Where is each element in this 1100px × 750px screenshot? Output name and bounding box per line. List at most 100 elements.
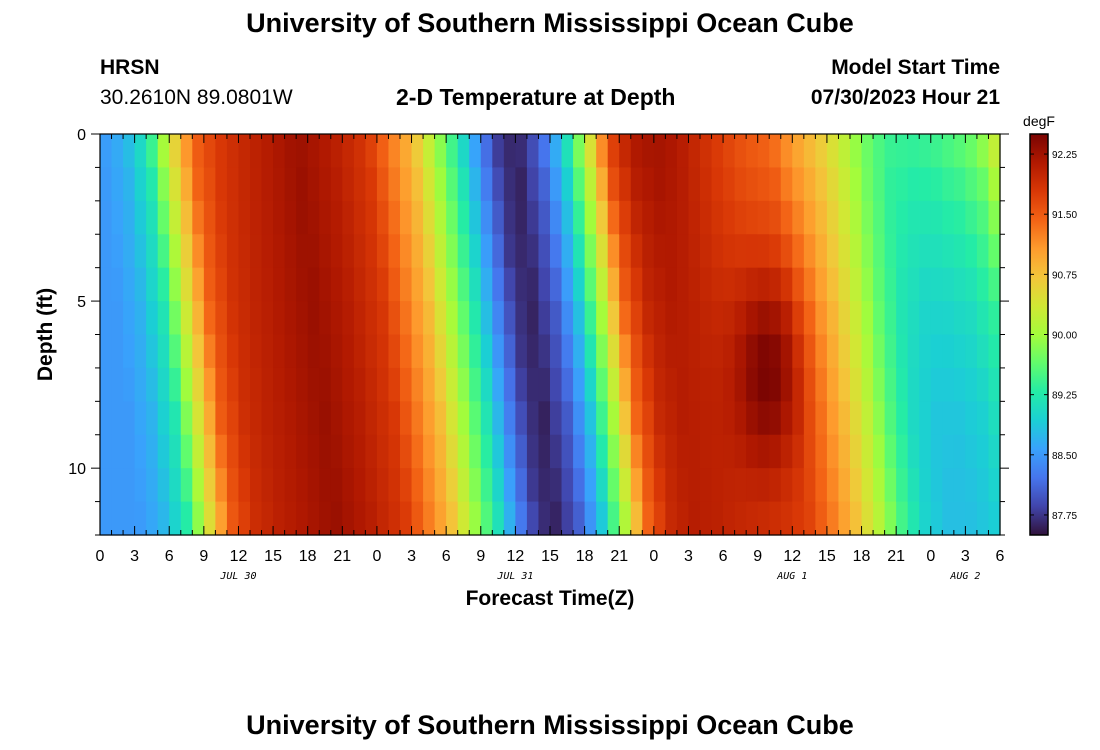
heatmap-cell xyxy=(873,468,886,503)
heatmap-cell xyxy=(330,468,343,503)
heatmap-cell xyxy=(203,301,216,336)
heatmap-cell xyxy=(653,334,666,369)
heatmap-cell xyxy=(907,267,920,302)
heatmap-cell xyxy=(976,434,990,469)
heatmap-cell xyxy=(769,434,782,469)
heatmap-cell xyxy=(226,401,240,436)
heatmap-cell xyxy=(965,200,978,235)
heatmap-cell xyxy=(203,167,216,202)
heatmap-cell xyxy=(815,134,828,169)
heatmap-cell xyxy=(884,367,897,402)
heatmap-cell xyxy=(203,501,216,536)
heatmap-cell xyxy=(273,267,286,302)
heatmap-cell xyxy=(100,167,113,202)
heatmap-cell xyxy=(123,334,136,369)
heatmap-cell xyxy=(815,167,828,202)
heatmap-cell xyxy=(376,434,390,469)
heatmap-cell xyxy=(100,200,113,235)
heatmap-cell xyxy=(688,167,701,202)
heatmap-cell xyxy=(180,167,193,202)
heatmap-cell xyxy=(273,301,286,336)
temperature-heatmap-chart: 0 3 6 9 12 15 18 21 0 3 6 9 12 15 18 21 0 3 6 9 12 15 18 21 0 3 6 J… xyxy=(34,113,1077,610)
heatmap-cell xyxy=(573,501,586,536)
heatmap-cell xyxy=(192,267,205,302)
heatmap-cell xyxy=(365,234,378,269)
heatmap-cell xyxy=(146,501,159,536)
heatmap-cell xyxy=(976,200,990,235)
heatmap-cell xyxy=(365,501,378,536)
day-label: AUG 2 xyxy=(949,571,980,582)
heatmap-cell xyxy=(434,234,447,269)
heatmap-cell xyxy=(942,434,955,469)
heatmap-cell xyxy=(700,200,713,235)
heatmap-cell xyxy=(215,167,228,202)
heatmap-cell xyxy=(573,367,586,402)
heatmap-cell xyxy=(515,134,528,169)
heatmap-cell xyxy=(134,334,147,369)
heatmap-cell xyxy=(803,301,816,336)
heatmap-cell xyxy=(850,367,863,402)
heatmap-cell xyxy=(550,334,563,369)
heatmap-cell xyxy=(988,367,1001,402)
heatmap-cell xyxy=(769,334,782,369)
heatmap-cell xyxy=(238,434,251,469)
heatmap-cell xyxy=(550,401,563,436)
heatmap-cell xyxy=(111,267,124,302)
heatmap-cell xyxy=(457,134,470,169)
heatmap-cell xyxy=(688,501,701,536)
heatmap-cell xyxy=(734,501,747,536)
heatmap-cell xyxy=(307,134,320,169)
heatmap-cell xyxy=(503,434,516,469)
heatmap-cell xyxy=(884,501,897,536)
heatmap-cell xyxy=(838,167,851,202)
heatmap-cell xyxy=(376,468,390,503)
heatmap-cell xyxy=(653,200,666,235)
heatmap-cell xyxy=(169,501,182,536)
heatmap-cell xyxy=(157,401,170,436)
heatmap-cell xyxy=(538,401,551,436)
heatmap-cell xyxy=(480,167,493,202)
heatmap-cell xyxy=(226,468,240,503)
heatmap-cell xyxy=(965,367,978,402)
heatmap-cell xyxy=(446,301,459,336)
heatmap-cell xyxy=(180,267,193,302)
heatmap-cell xyxy=(446,200,459,235)
heatmap-cell xyxy=(803,501,816,536)
heatmap-cell xyxy=(215,334,228,369)
heatmap-cell xyxy=(642,468,655,503)
heatmap-cell xyxy=(896,334,909,369)
heatmap-cell xyxy=(815,234,828,269)
heatmap-cell xyxy=(226,501,240,536)
heatmap-cell xyxy=(769,134,782,169)
heatmap-cell xyxy=(457,334,470,369)
heatmap-cell xyxy=(330,367,343,402)
heatmap-cell xyxy=(273,200,286,235)
heatmap-cell xyxy=(884,334,897,369)
x-tick-label: 3 xyxy=(407,548,416,565)
heatmap-cell xyxy=(538,134,551,169)
y-axis-label: Depth (ft) xyxy=(34,288,57,381)
heatmap-cell xyxy=(192,200,205,235)
heatmap-cell xyxy=(492,200,505,235)
heatmap-cell xyxy=(169,167,182,202)
x-tick-label: 9 xyxy=(476,548,485,565)
heatmap-cell xyxy=(100,234,113,269)
heatmap-cell xyxy=(307,401,320,436)
heatmap-cell xyxy=(100,301,113,336)
heatmap-cell xyxy=(653,434,666,469)
heatmap-cell xyxy=(319,234,332,269)
heatmap-cell xyxy=(365,167,378,202)
heatmap-cell xyxy=(676,334,690,369)
heatmap-cell xyxy=(342,401,355,436)
heatmap-cell xyxy=(388,501,401,536)
heatmap-cell xyxy=(469,200,482,235)
heatmap-cell xyxy=(884,200,897,235)
heatmap-cell xyxy=(250,468,263,503)
heatmap-cell xyxy=(838,301,851,336)
heatmap-cell xyxy=(953,434,966,469)
heatmap-cell xyxy=(861,234,874,269)
heatmap-cell xyxy=(515,334,528,369)
colorbar-ticks: 92.25 91.50 90.75 90.00 89.25 88.50 87.75 xyxy=(1030,150,1077,522)
heatmap-cell xyxy=(238,234,251,269)
heatmap-cell xyxy=(353,401,366,436)
